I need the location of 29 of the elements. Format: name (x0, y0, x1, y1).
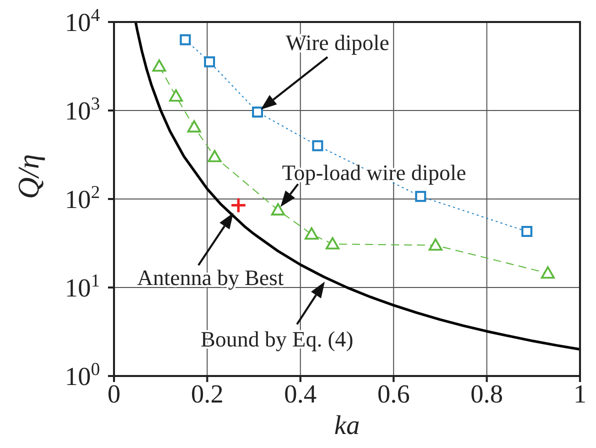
point (428, 238, 442, 251)
y-tick-label: 10$^{2}$ (64, 182, 100, 214)
y-tick-label: 10$^{0}$ (64, 359, 100, 391)
x-tick-label: 0.2 (190, 379, 224, 408)
point (152, 59, 166, 72)
y-tick-label: 10$^{4}$ (64, 5, 100, 37)
x-tick-label: 0 (108, 379, 120, 408)
point (415, 190, 426, 202)
x-tick-label: 0.4 (284, 379, 317, 408)
point (326, 237, 340, 250)
x-tick-label: 1 (574, 379, 586, 408)
point (180, 34, 191, 46)
point (208, 150, 222, 162)
point (187, 120, 202, 132)
point (169, 89, 183, 102)
point (540, 266, 555, 279)
point (252, 106, 264, 118)
y-axis-title: Q/η (12, 154, 46, 199)
point (230, 196, 247, 214)
x-axis-title: ka (334, 410, 360, 440)
point (521, 226, 532, 237)
point (304, 227, 318, 240)
point (271, 203, 285, 216)
point (204, 56, 216, 68)
point (312, 140, 324, 152)
y-tick-label: 10$^{3}$ (64, 94, 100, 126)
x-tick-label: 0.8 (470, 379, 504, 408)
y-tick-label: 10$^{1}$ (64, 270, 100, 302)
x-tick-label: 0.6 (377, 379, 410, 408)
